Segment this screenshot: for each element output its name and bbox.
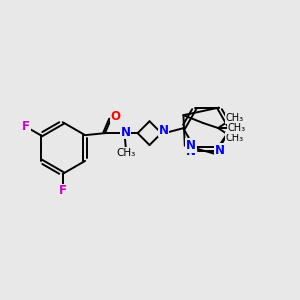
Text: CH₃: CH₃ [226,133,244,143]
Text: CH₃: CH₃ [226,113,244,123]
Text: N: N [186,139,196,152]
Text: F: F [59,184,67,197]
Text: CH₃: CH₃ [116,148,135,158]
Text: N: N [215,144,225,157]
Text: O: O [111,110,121,123]
Text: N: N [216,146,226,159]
Text: N: N [121,126,131,139]
Text: N: N [158,124,168,137]
Text: F: F [22,120,30,133]
Text: N: N [186,145,196,158]
Text: CH₃: CH₃ [228,123,246,133]
